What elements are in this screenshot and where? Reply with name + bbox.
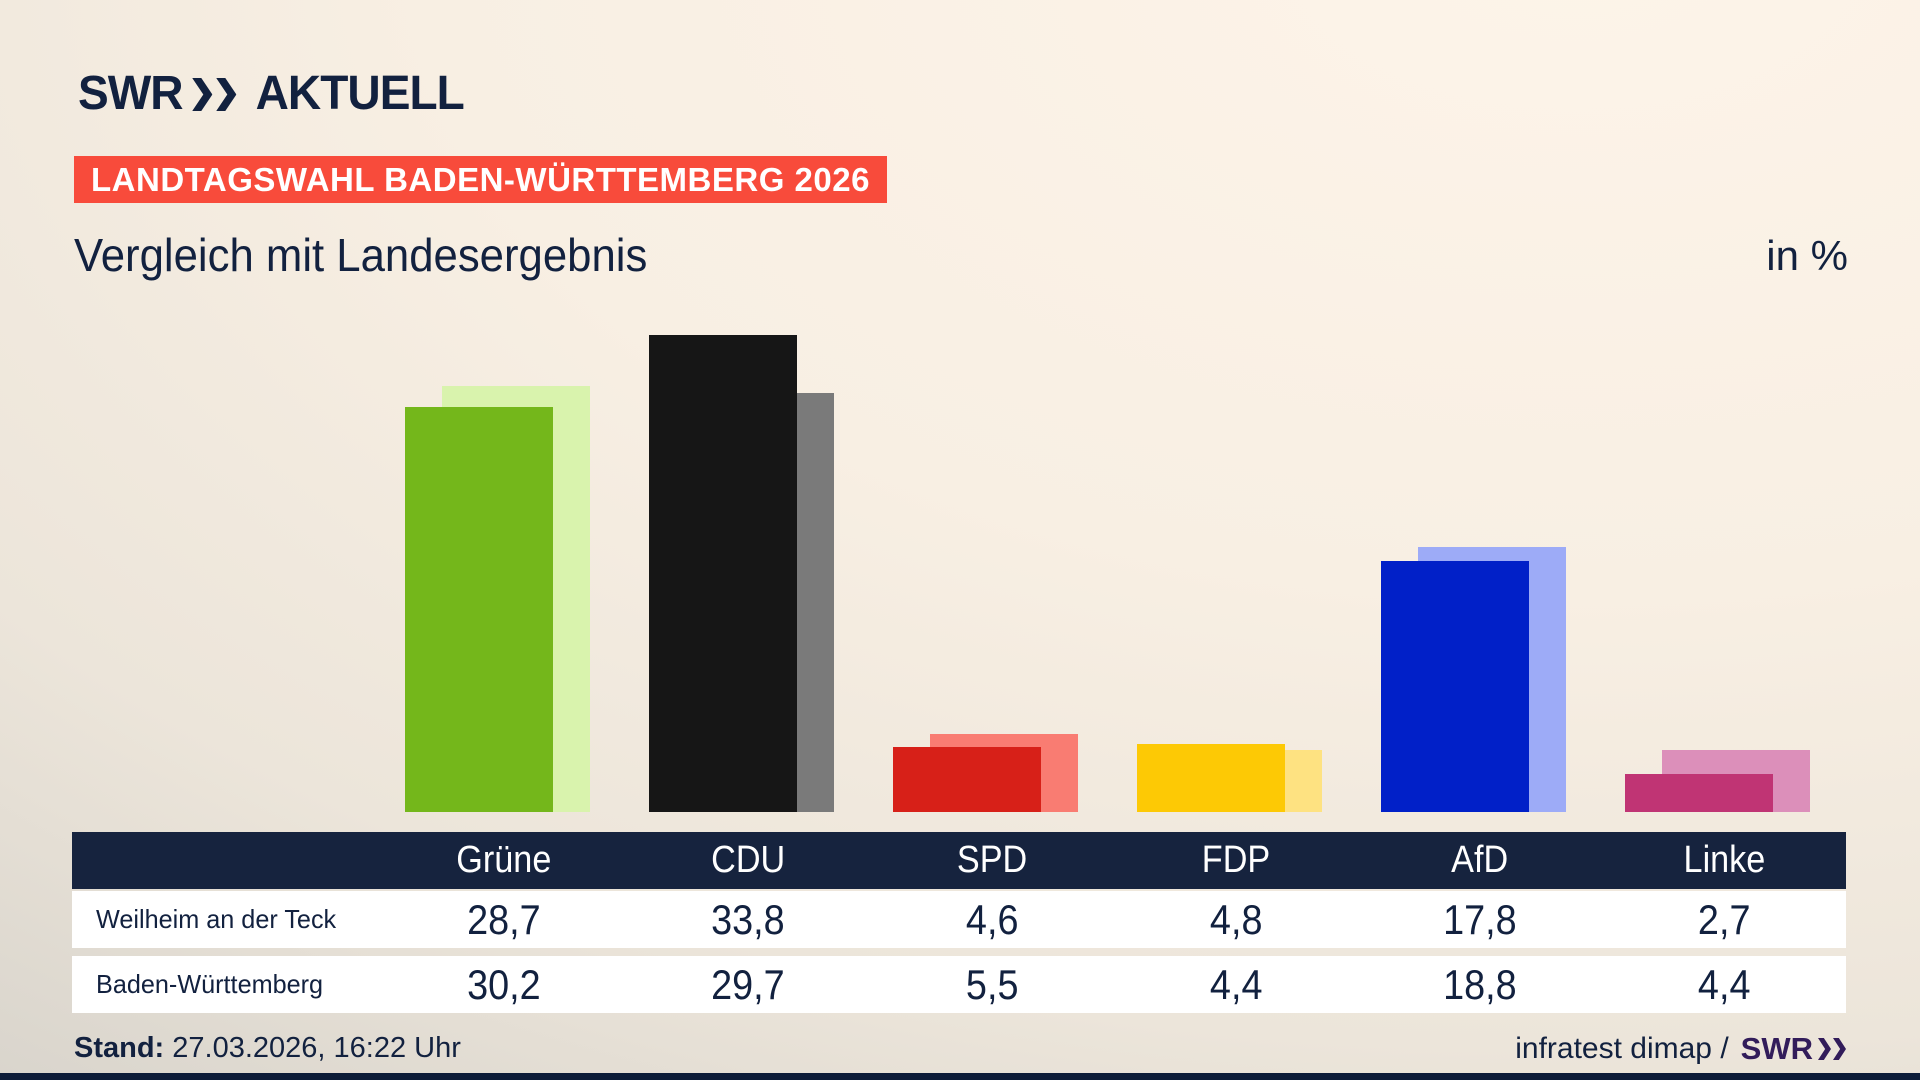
bar-local-spd bbox=[893, 747, 1041, 812]
bar-local-afd bbox=[1381, 561, 1529, 812]
swr-source-logo: SWR bbox=[1741, 1031, 1848, 1067]
bar-local-cdu bbox=[649, 335, 797, 812]
value-cell-grne-row1: 30,2 bbox=[467, 960, 541, 1008]
source-chevrons-icon bbox=[1818, 1038, 1848, 1060]
party-header-fdp: FDP bbox=[1201, 839, 1271, 881]
party-header-grne: Grüne bbox=[456, 839, 552, 881]
value-cell-spd-row0: 4,6 bbox=[965, 895, 1019, 943]
bottom-accent-bar bbox=[0, 1073, 1920, 1080]
table-row-baden-wuerttemberg: Baden-Württemberg 30,2 29,7 5,5 4,4 18,8 4,4 bbox=[72, 956, 1846, 1013]
page-title: Vergleich mit Landesergebnis bbox=[74, 229, 648, 281]
stand-value: 27.03.2026, 16:22 Uhr bbox=[164, 1032, 461, 1064]
value-cell-linke-row0: 2,7 bbox=[1697, 895, 1751, 943]
value-cell-afd-row0: 17,8 bbox=[1443, 895, 1517, 943]
source-text: infratest dimap / bbox=[1515, 1032, 1729, 1065]
stand-label: Stand: bbox=[74, 1032, 165, 1064]
bar-local-fdp bbox=[1137, 744, 1285, 812]
value-cell-spd-row1: 5,5 bbox=[965, 960, 1019, 1008]
value-cell-cdu-row1: 29,7 bbox=[711, 960, 785, 1008]
bar-local-grne bbox=[405, 407, 553, 812]
table-header-row: Grüne CDU SPD FDP AfD Linke bbox=[72, 832, 1846, 889]
row-label-weilheim: Weilheim an der Teck bbox=[96, 904, 337, 934]
bar-local-linke bbox=[1625, 774, 1773, 812]
party-header-afd: AfD bbox=[1451, 839, 1509, 881]
row-label-baden-wuerttemberg: Baden-Württemberg bbox=[96, 969, 324, 999]
value-cell-linke-row1: 4,4 bbox=[1697, 960, 1751, 1008]
party-header-linke: Linke bbox=[1683, 839, 1765, 881]
table-row-weilheim: Weilheim an der Teck 28,7 33,8 4,6 4,8 17,8 2… bbox=[72, 891, 1846, 948]
results-table: Grüne CDU SPD FDP AfD Linke Weilheim an der T… bbox=[72, 832, 1846, 1013]
swr-aktuell-logo: SWR AKTUELL bbox=[78, 66, 465, 121]
logo-aktuell-text: AKTUELL bbox=[255, 67, 465, 120]
value-cell-fdp-row0: 4,8 bbox=[1209, 895, 1263, 943]
unit-label: in % bbox=[1766, 232, 1848, 279]
party-header-spd: SPD bbox=[956, 839, 1028, 881]
value-cell-afd-row1: 18,8 bbox=[1443, 960, 1517, 1008]
party-header-cdu: CDU bbox=[710, 839, 786, 881]
value-cell-fdp-row1: 4,4 bbox=[1209, 960, 1263, 1008]
election-badge: LANDTAGSWAHL BADEN-WÜRTTEMBERG 2026 bbox=[74, 156, 887, 203]
logo-swr-text: SWR bbox=[78, 67, 184, 120]
logo-chevrons-icon bbox=[192, 78, 240, 111]
status-timestamp: Stand: 27.03.2026, 16:22 Uhr bbox=[74, 1032, 461, 1065]
value-cell-cdu-row0: 33,8 bbox=[711, 895, 785, 943]
value-cell-grne-row0: 28,7 bbox=[467, 895, 541, 943]
source-attribution: infratest dimap / SWR bbox=[1515, 1031, 1848, 1067]
